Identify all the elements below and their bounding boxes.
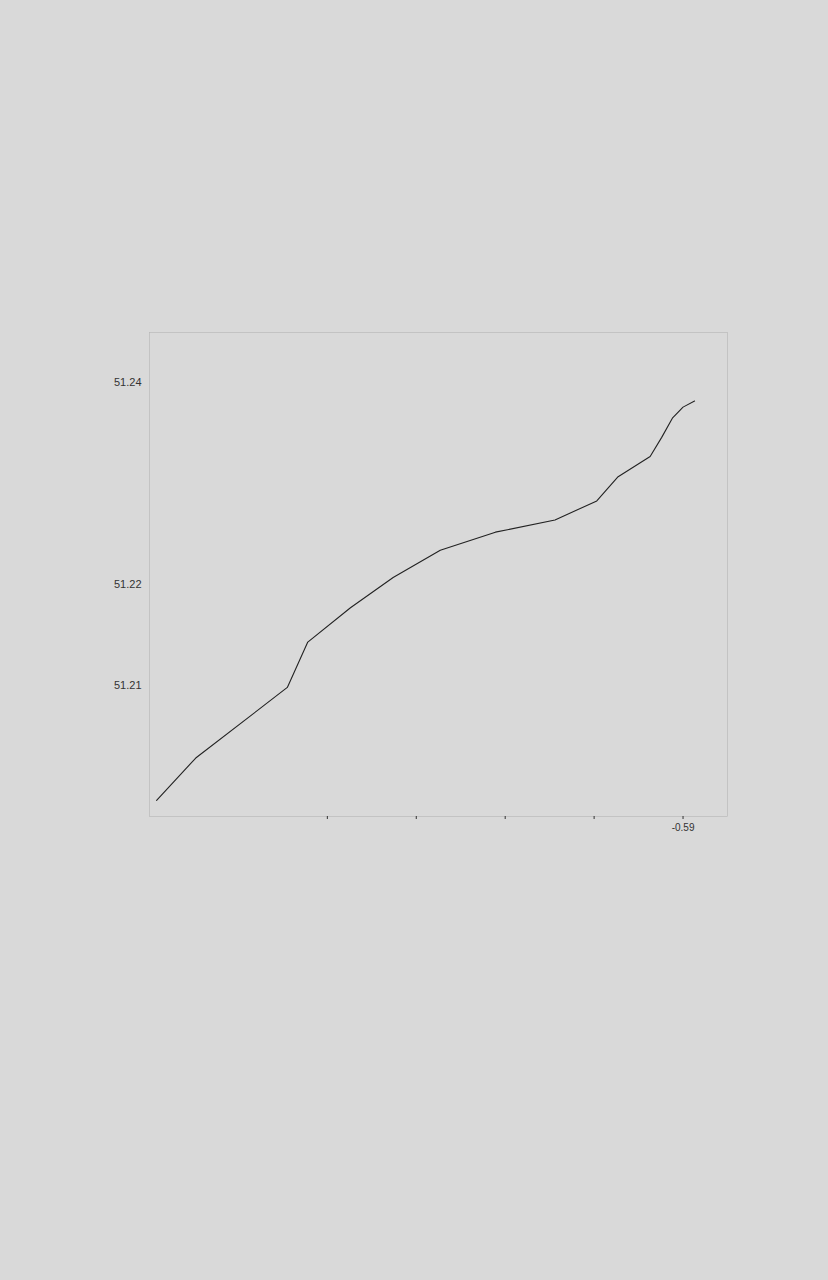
- svg-text:51.21: 51.21: [114, 679, 142, 691]
- svg-text:-0.59: -0.59: [672, 822, 695, 833]
- svg-text:51.22: 51.22: [114, 578, 142, 590]
- svg-text:51.24: 51.24: [114, 376, 142, 388]
